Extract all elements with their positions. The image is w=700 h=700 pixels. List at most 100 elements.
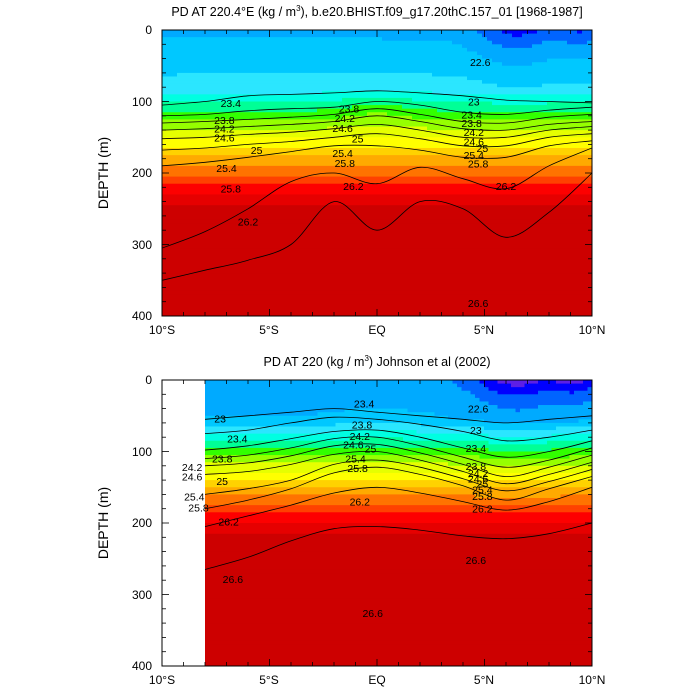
density-field-cell	[222, 112, 228, 117]
density-field-cell	[227, 165, 233, 171]
density-field-cell	[337, 223, 343, 228]
density-field-cell	[342, 258, 348, 263]
density-field-cell	[342, 244, 348, 249]
density-field-cell	[212, 130, 218, 135]
density-field-cell	[387, 90, 393, 95]
density-field-cell	[372, 83, 378, 88]
density-field-cell	[277, 308, 283, 314]
density-field-cell	[192, 258, 198, 263]
density-field-cell	[167, 308, 173, 314]
density-field-cell	[312, 244, 318, 249]
density-field-cell	[252, 155, 258, 160]
density-field-cell	[467, 215, 473, 221]
density-field-cell	[402, 276, 408, 281]
density-field-cell	[437, 130, 443, 135]
density-field-cell	[412, 76, 418, 81]
density-field-cell	[457, 276, 463, 281]
density-field-cell	[277, 51, 283, 56]
density-field-cell	[447, 219, 453, 224]
density-field-cell	[422, 205, 428, 210]
density-field-cell	[282, 248, 288, 253]
density-field-cell	[182, 147, 188, 153]
density-field-cell	[287, 255, 293, 260]
density-field-cell	[207, 212, 213, 217]
density-field-cell	[327, 94, 333, 99]
density-field-cell	[407, 122, 413, 128]
density-field-cell	[322, 194, 328, 199]
density-field-cell	[307, 90, 313, 95]
density-field-cell	[452, 290, 458, 296]
density-field-cell	[302, 147, 308, 153]
density-field-cell	[262, 233, 268, 238]
density-field-cell	[372, 180, 378, 185]
density-field-cell	[242, 223, 248, 228]
density-field-cell	[277, 37, 283, 42]
density-field-cell	[367, 287, 373, 292]
density-field-cell	[272, 298, 278, 303]
density-field-cell	[432, 112, 438, 117]
density-field-cell	[412, 194, 418, 199]
density-field-cell	[422, 58, 428, 63]
density-field-cell	[447, 176, 453, 181]
density-field-cell	[422, 223, 428, 228]
density-field-cell	[182, 55, 188, 60]
density-field-cell	[467, 248, 473, 253]
density-field-cell	[277, 251, 283, 256]
density-field-cell	[207, 276, 213, 281]
density-field-cell	[377, 251, 383, 256]
density-field-cell	[432, 248, 438, 253]
density-field-cell	[422, 51, 428, 56]
density-field-cell	[167, 187, 173, 192]
density-field-cell	[267, 198, 273, 203]
density-field-cell	[217, 212, 223, 217]
density-field-cell	[427, 294, 433, 299]
density-field-cell	[342, 219, 348, 224]
density-field-cell	[177, 58, 183, 63]
density-field-cell	[267, 194, 273, 199]
density-field-cell	[407, 94, 413, 99]
density-field-cell	[247, 187, 253, 192]
density-field-cell	[302, 72, 308, 78]
density-field-cell	[197, 194, 203, 199]
density-field-cell	[347, 262, 353, 267]
density-field-cell	[262, 308, 268, 314]
density-field-cell	[267, 187, 273, 192]
density-field-cell	[467, 290, 473, 296]
density-field-cell	[397, 262, 403, 267]
density-field-cell	[262, 44, 268, 49]
density-field-cell	[172, 176, 178, 181]
density-field-cell	[197, 122, 203, 128]
density-field-cell	[247, 115, 253, 120]
density-field-cell	[337, 280, 343, 285]
density-field-cell	[327, 183, 333, 188]
density-field-cell	[212, 140, 218, 145]
density-field-cell	[392, 90, 398, 95]
density-field-cell	[357, 301, 363, 306]
density-field-cell	[272, 62, 278, 67]
density-field-cell	[407, 162, 413, 167]
density-field-cell	[297, 90, 303, 95]
density-field-cell	[297, 133, 303, 138]
density-field-cell	[362, 269, 368, 274]
density-field-cell	[272, 198, 278, 203]
density-field-cell	[327, 258, 333, 263]
density-field-cell	[317, 147, 323, 153]
density-field-cell	[197, 108, 203, 113]
density-field-cell	[447, 165, 453, 171]
density-field-cell	[242, 237, 248, 242]
density-field-cell	[382, 55, 388, 60]
density-field-cell	[447, 37, 453, 42]
density-field-cell	[367, 273, 373, 278]
density-field-cell	[447, 83, 453, 88]
density-field-cell	[257, 180, 263, 185]
density-field-cell	[447, 194, 453, 199]
density-field-cell	[197, 305, 203, 310]
density-field-cell	[172, 308, 178, 314]
density-field-cell	[277, 223, 283, 228]
density-field-cell	[387, 180, 393, 185]
density-field-cell	[402, 298, 408, 303]
density-field-cell	[212, 226, 218, 231]
density-field-cell	[412, 237, 418, 242]
density-field-cell	[472, 44, 478, 49]
density-field-cell	[342, 308, 348, 314]
